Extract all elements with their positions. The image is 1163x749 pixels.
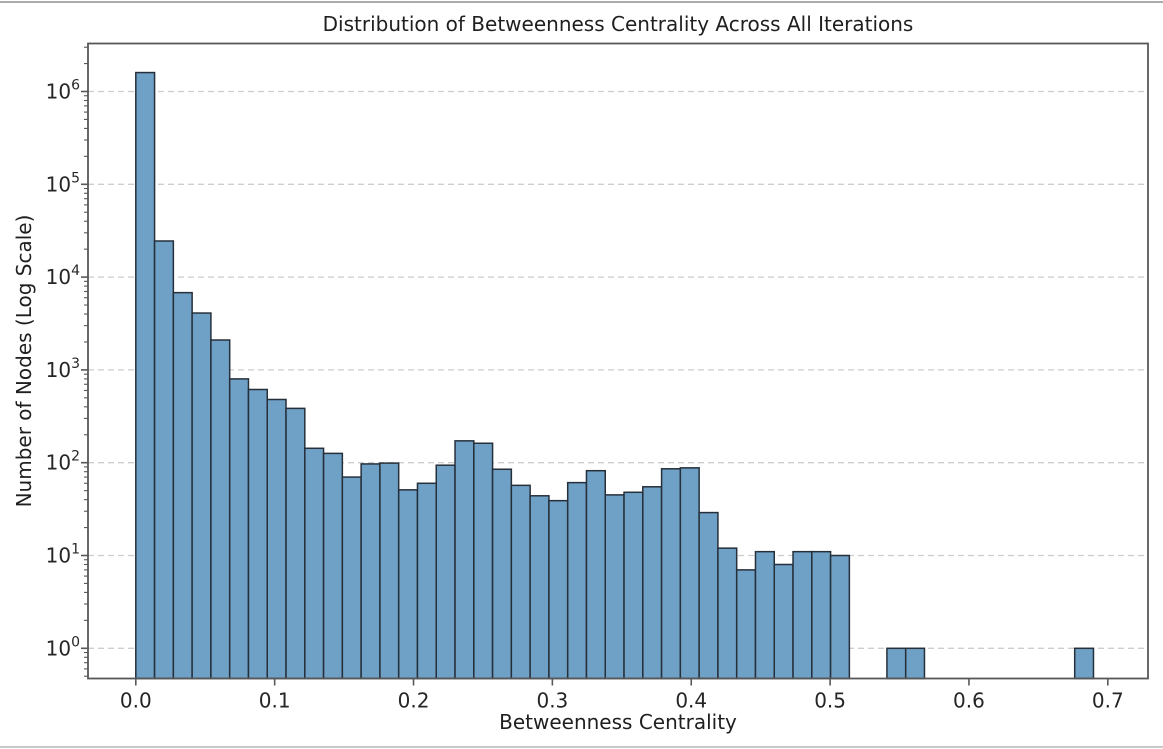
histogram-bar [623, 491, 644, 680]
x-tick-label: 0.1 [259, 689, 291, 713]
histogram-bar [698, 511, 719, 680]
histogram-bar [191, 312, 212, 680]
histogram-bar [679, 467, 700, 680]
histogram-bar [473, 442, 494, 680]
histogram-bar [585, 469, 607, 680]
x-tick-label: 0.3 [536, 689, 568, 713]
histogram-bar [172, 291, 193, 680]
y-tick-label: 106 [46, 78, 80, 104]
histogram-bar [660, 468, 682, 680]
x-tick-label: 0.6 [953, 689, 985, 713]
x-tick-label: 0.4 [675, 689, 707, 713]
x-tick-label: 0.2 [398, 689, 430, 713]
x-tick-label: 0.5 [814, 689, 846, 713]
histogram-bar [904, 647, 926, 680]
histogram-bar [510, 484, 531, 680]
histogram-bar [416, 482, 437, 680]
histogram-bar [886, 647, 907, 680]
histogram-bar [548, 499, 569, 680]
y-tick-label: 102 [46, 449, 80, 475]
histogram-bar [322, 452, 344, 680]
histogram-bar [135, 71, 156, 680]
x-axis-label: Betweenness Centrality [499, 710, 737, 734]
histogram-bar [360, 463, 381, 680]
histogram-bar [811, 550, 832, 680]
x-tick-label: 0.0 [120, 689, 152, 713]
histogram-bar [491, 468, 513, 680]
histogram-bar [210, 339, 231, 680]
y-tick-label: 100 [46, 634, 80, 660]
y-tick-label: 104 [46, 263, 80, 289]
histogram-bar [228, 378, 250, 680]
histogram-bar [1073, 647, 1095, 680]
histogram-bar [341, 476, 362, 680]
y-tick-label: 105 [46, 170, 80, 196]
y-axis-label: Number of Nodes (Log Scale) [12, 214, 36, 508]
screenshot-top-edge [0, 1, 1163, 3]
y-tick-label: 101 [46, 542, 80, 568]
plot-border [87, 42, 1149, 680]
histogram-bar [717, 547, 738, 680]
histogram-bar [266, 398, 287, 680]
histogram-bar [529, 495, 550, 680]
histogram-bar [153, 240, 175, 680]
histogram-bar [435, 464, 456, 680]
histogram-bar [247, 388, 268, 680]
histogram-bar [304, 447, 325, 680]
histogram-bar [829, 554, 851, 680]
histogram-bar [642, 486, 663, 680]
x-tick-label: 0.7 [1092, 689, 1124, 713]
histogram-bar [792, 550, 813, 680]
histogram-bar [735, 569, 757, 680]
histogram-bar [754, 550, 776, 680]
histogram-bar [566, 481, 588, 680]
histogram-bar [773, 563, 794, 680]
histogram-bar [285, 407, 306, 680]
screenshot-bottom-edge [0, 746, 1163, 748]
histogram-bar [454, 440, 475, 680]
histogram-bar [397, 489, 419, 680]
histogram-bar [604, 494, 625, 680]
histogram-bar [379, 462, 400, 680]
chart-title: Distribution of Betweenness Centrality A… [322, 12, 914, 36]
y-tick-label: 103 [46, 356, 80, 382]
